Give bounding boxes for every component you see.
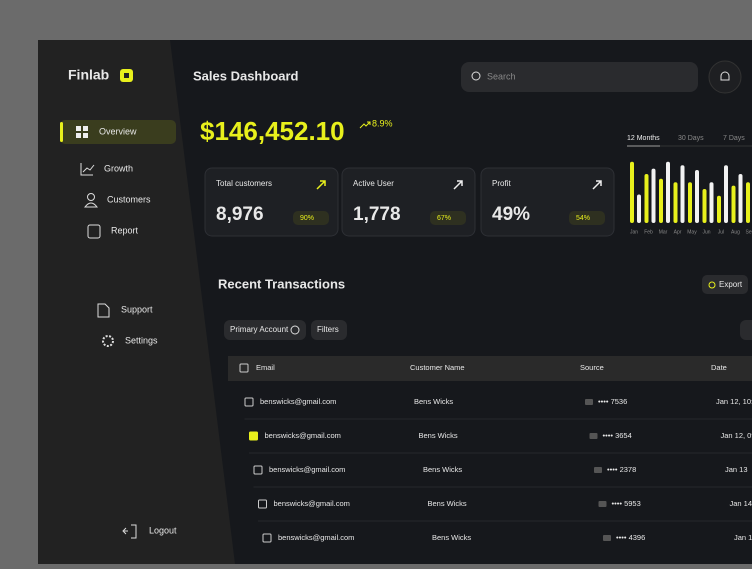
cell-name: Bens Wicks: [414, 397, 453, 406]
page-title: Sales Dashboard: [193, 68, 299, 83]
cell-source: •••• 4396: [616, 533, 645, 542]
brand-logo-hole: [124, 73, 129, 78]
bar: [688, 182, 692, 223]
section-title: Recent Transactions: [218, 276, 345, 291]
card-brand: [594, 467, 602, 473]
bar: [746, 182, 750, 223]
card-value: 49%: [492, 204, 530, 225]
card-value: 8,976: [216, 204, 264, 225]
notification-button[interactable]: [709, 61, 741, 93]
chart-tab[interactable]: 30 Days: [678, 135, 704, 142]
nav-item[interactable]: Support: [121, 304, 153, 314]
cell-name: Bens Wicks: [423, 465, 462, 474]
card-change: 54%: [576, 215, 590, 222]
month-label: Sep: [746, 229, 752, 235]
bar: [710, 182, 714, 223]
cell-date: Jan 12, 09:: [721, 431, 752, 440]
table-header: [228, 356, 752, 381]
cell-date: Jan 15: [734, 533, 752, 542]
nav-item[interactable]: Overview: [99, 126, 137, 136]
cell-email: benswicks@gmail.com: [269, 465, 345, 474]
cell-email: benswicks@gmail.com: [274, 499, 350, 508]
filter-label: Filters: [317, 325, 339, 334]
cell-date: Jan 12, 10:2: [716, 397, 752, 406]
month-label: May: [687, 229, 697, 235]
bar: [652, 169, 656, 223]
card-brand: [585, 399, 593, 405]
card-label: Total customers: [216, 179, 272, 188]
column-header[interactable]: Source: [580, 363, 604, 372]
card-change: 67%: [437, 215, 451, 222]
month-label: Mar: [659, 229, 668, 235]
bar: [695, 170, 699, 223]
cell-source: •••• 5953: [612, 499, 641, 508]
bar: [739, 174, 743, 223]
logout[interactable]: Logout: [149, 525, 177, 535]
cell-source: •••• 3654: [603, 431, 632, 440]
filter-label: Primary Account: [230, 325, 289, 334]
cell-source: •••• 7536: [598, 397, 627, 406]
month-label: Feb: [644, 229, 653, 235]
bar: [630, 162, 634, 223]
brand: Finlab: [68, 67, 109, 83]
bar: [703, 189, 707, 223]
nav-item[interactable]: Settings: [125, 335, 158, 345]
card-brand: [603, 535, 611, 541]
bar: [674, 182, 678, 223]
card-value: 1,778: [353, 204, 401, 225]
month-label: Apr: [674, 229, 682, 235]
month-label: Aug: [731, 229, 740, 235]
column-header[interactable]: Customer Name: [410, 363, 465, 372]
chart-tab[interactable]: 12 Months: [627, 135, 660, 142]
nav-active-bar: [60, 122, 63, 142]
column-header[interactable]: Date: [711, 363, 727, 372]
total-amount: $146,452.10: [200, 116, 345, 146]
bar: [666, 162, 670, 223]
card-label: Profit: [492, 179, 511, 188]
month-label: Jun: [702, 229, 710, 235]
cell-email: benswicks@gmail.com: [278, 533, 354, 542]
card-label: Active User: [353, 179, 394, 188]
cell-date: Jan 13: [725, 465, 748, 474]
month-label: Jul: [718, 229, 724, 235]
bar: [717, 196, 721, 223]
bar: [659, 179, 663, 223]
export-label: Export: [719, 280, 743, 289]
action-button[interactable]: [740, 320, 752, 340]
card-brand: [599, 501, 607, 507]
cell-name: Bens Wicks: [419, 431, 458, 440]
nav-item[interactable]: Growth: [104, 163, 133, 173]
card-brand: [590, 433, 598, 439]
card-change: 90%: [300, 215, 314, 222]
cell-email: benswicks@gmail.com: [265, 431, 341, 440]
search-placeholder: Search: [487, 71, 516, 81]
month-label: Jan: [630, 229, 638, 235]
nav-item[interactable]: Customers: [107, 194, 151, 204]
bar: [637, 194, 641, 223]
bar: [724, 165, 728, 223]
total-change: 8.9%: [372, 118, 393, 128]
cell-date: Jan 14: [730, 499, 752, 508]
nav-item[interactable]: Report: [111, 225, 139, 235]
cell-name: Bens Wicks: [432, 533, 471, 542]
bar: [732, 186, 736, 223]
bar: [681, 165, 685, 223]
cell-name: Bens Wicks: [428, 499, 467, 508]
bar: [645, 174, 649, 223]
chart-tab[interactable]: 7 Days: [723, 135, 745, 142]
cell-email: benswicks@gmail.com: [260, 397, 336, 406]
row-checkbox[interactable]: [250, 432, 258, 440]
cell-source: •••• 2378: [607, 465, 636, 474]
column-header[interactable]: Email: [256, 363, 275, 372]
